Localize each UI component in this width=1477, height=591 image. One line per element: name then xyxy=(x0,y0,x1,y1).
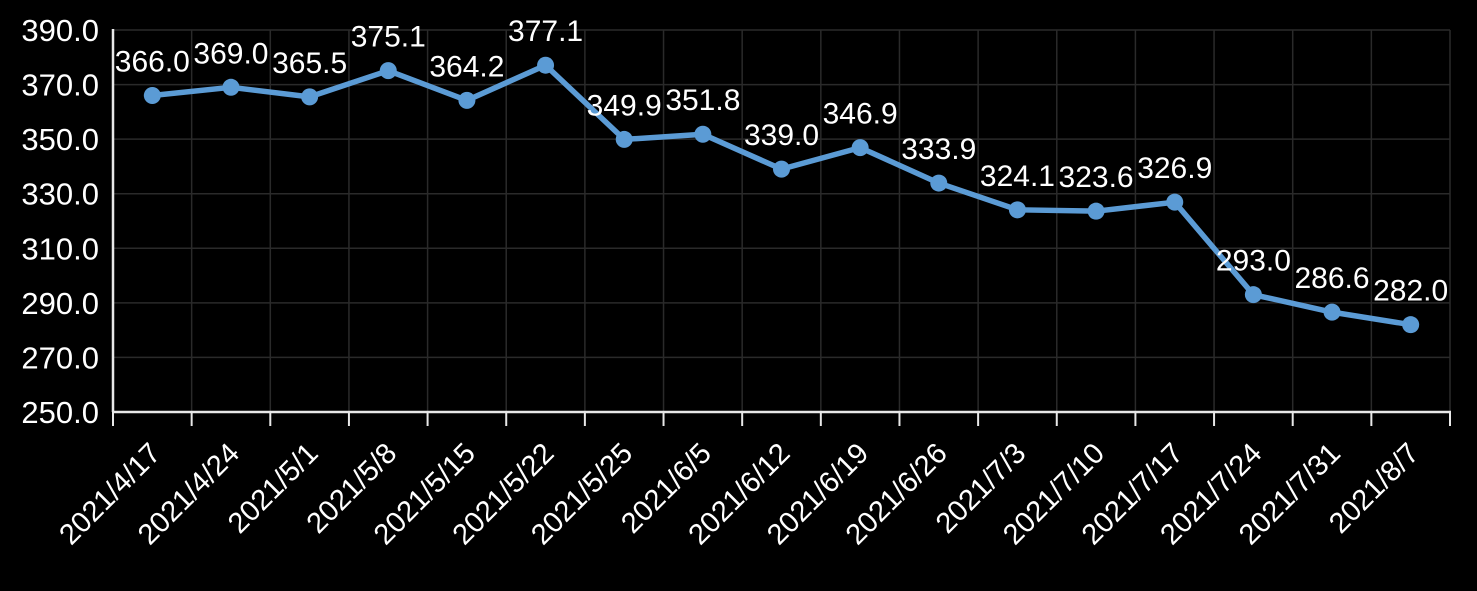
data-point-marker xyxy=(773,160,790,178)
data-label: 339.0 xyxy=(744,119,819,152)
data-point-marker xyxy=(458,91,476,109)
data-label: 351.8 xyxy=(665,84,740,117)
data-point-marker xyxy=(1166,193,1184,211)
data-point-marker xyxy=(1323,303,1341,321)
y-axis-label: 350.0 xyxy=(21,122,99,157)
data-point-marker xyxy=(379,62,397,80)
data-point-marker xyxy=(222,78,240,96)
data-label: 326.9 xyxy=(1137,152,1212,185)
y-axis-label: 370.0 xyxy=(21,68,99,103)
data-point-marker xyxy=(615,130,633,148)
data-point-marker xyxy=(694,125,712,143)
data-label: 375.1 xyxy=(351,21,426,54)
data-label: 286.6 xyxy=(1294,262,1369,295)
y-axis-label: 250.0 xyxy=(21,395,99,430)
data-label: 324.1 xyxy=(980,160,1055,193)
data-label: 346.9 xyxy=(823,98,898,131)
y-axis-label: 310.0 xyxy=(21,231,99,266)
y-axis-label: 270.0 xyxy=(21,340,99,375)
data-point-marker xyxy=(930,174,948,192)
data-point-marker xyxy=(1402,316,1420,334)
data-label: 377.1 xyxy=(508,15,583,48)
data-label: 366.0 xyxy=(115,45,190,78)
data-point-marker xyxy=(301,88,319,106)
y-axis-label: 290.0 xyxy=(21,286,99,321)
data-label: 293.0 xyxy=(1216,245,1291,278)
data-label: 364.2 xyxy=(429,50,504,83)
data-label: 365.5 xyxy=(272,47,347,80)
data-point-marker xyxy=(851,139,869,157)
data-label: 323.6 xyxy=(1059,161,1134,194)
data-point-marker xyxy=(1008,201,1026,219)
data-label: 349.9 xyxy=(587,89,662,122)
data-point-marker xyxy=(1244,286,1262,304)
data-label: 369.0 xyxy=(193,37,268,70)
data-label: 282.0 xyxy=(1373,275,1448,308)
y-axis-label: 390.0 xyxy=(21,13,99,48)
data-point-marker xyxy=(1087,202,1105,220)
data-point-marker xyxy=(537,56,555,74)
data-label: 333.9 xyxy=(901,133,976,166)
y-axis-label: 330.0 xyxy=(21,177,99,212)
data-point-marker xyxy=(143,86,161,104)
